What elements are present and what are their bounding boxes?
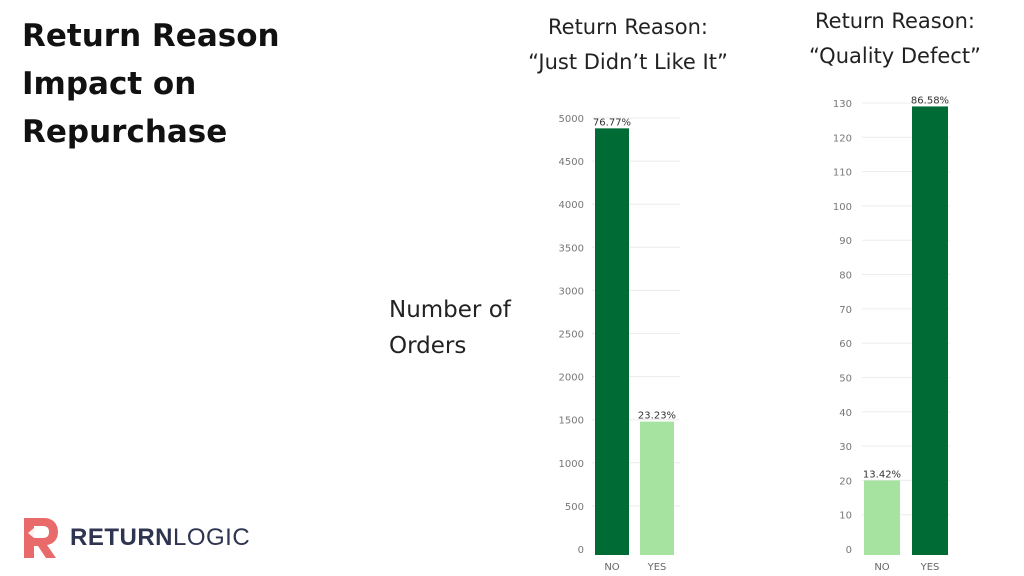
x-tick-label: YES — [647, 562, 667, 573]
slide-title-line: Impact on — [22, 66, 197, 102]
y-axis-label-line: Number of — [389, 297, 511, 323]
y-tick-label: 1500 — [559, 416, 584, 427]
slide-title: Return Reason Impact on Repurchase — [22, 12, 322, 156]
bar-yes — [640, 421, 674, 555]
chart-2-title-line: Return Reason: — [815, 9, 975, 33]
logo-wordmark: RETURNLOGIC — [70, 524, 250, 552]
y-tick-label: 100 — [833, 202, 852, 213]
y-tick-label: 5000 — [559, 114, 584, 125]
y-tick-label: 0 — [578, 545, 584, 556]
y-tick-label: 1000 — [559, 459, 584, 470]
chart-1-title: Return Reason: “Just Didn’t Like It” — [500, 10, 756, 80]
data-label: 13.42% — [863, 469, 901, 480]
y-tick-label: 50 — [839, 373, 852, 384]
slide-title-line: Return Reason — [22, 18, 280, 54]
y-tick-label: 4500 — [559, 157, 584, 168]
y-tick-label: 130 — [833, 99, 852, 110]
y-tick-label: 2000 — [559, 373, 584, 384]
chart-2-title-line: “Quality Defect” — [809, 44, 981, 68]
y-tick-label: 110 — [833, 168, 852, 179]
y-tick-label: 40 — [839, 408, 852, 419]
y-tick-label: 2500 — [559, 330, 584, 341]
y-tick-label: 10 — [839, 511, 852, 522]
y-tick-label: 80 — [839, 271, 852, 282]
data-label: 76.77% — [593, 117, 631, 128]
slide-title-line: Repurchase — [22, 114, 228, 150]
chart-1-title-line: Return Reason: — [548, 15, 708, 39]
y-tick-label: 120 — [833, 133, 852, 144]
y-axis-label: Number of Orders — [389, 292, 511, 364]
x-tick-label: YES — [920, 562, 940, 573]
y-tick-label: 500 — [565, 502, 584, 513]
chart-2-title: Return Reason: “Quality Defect” — [780, 4, 1010, 74]
y-tick-label: 3500 — [559, 243, 584, 254]
y-tick-label: 60 — [839, 339, 852, 350]
y-tick-label: 30 — [839, 442, 852, 453]
bar-no — [595, 128, 629, 555]
returnlogic-logo: RETURNLOGIC — [20, 515, 250, 561]
y-tick-label: 0 — [846, 545, 852, 556]
returnlogic-r-icon — [24, 518, 58, 558]
y-tick-label: 70 — [839, 305, 852, 316]
logo-wordmark-regular: LOGIC — [173, 524, 251, 551]
bar-yes — [912, 106, 948, 555]
y-axis-label-line: Orders — [389, 333, 467, 359]
y-tick-label: 3000 — [559, 286, 584, 297]
data-label: 86.58% — [911, 95, 949, 106]
data-label: 23.23% — [638, 411, 676, 422]
chart-1-title-line: “Just Didn’t Like It” — [528, 50, 728, 74]
x-tick-label: NO — [604, 562, 619, 573]
y-tick-label: 4000 — [559, 200, 584, 211]
y-tick-label: 20 — [839, 476, 852, 487]
logo-wordmark-bold: RETURN — [70, 524, 173, 551]
x-tick-label: NO — [874, 562, 889, 573]
y-tick-label: 90 — [839, 236, 852, 247]
bar-no — [864, 480, 900, 555]
